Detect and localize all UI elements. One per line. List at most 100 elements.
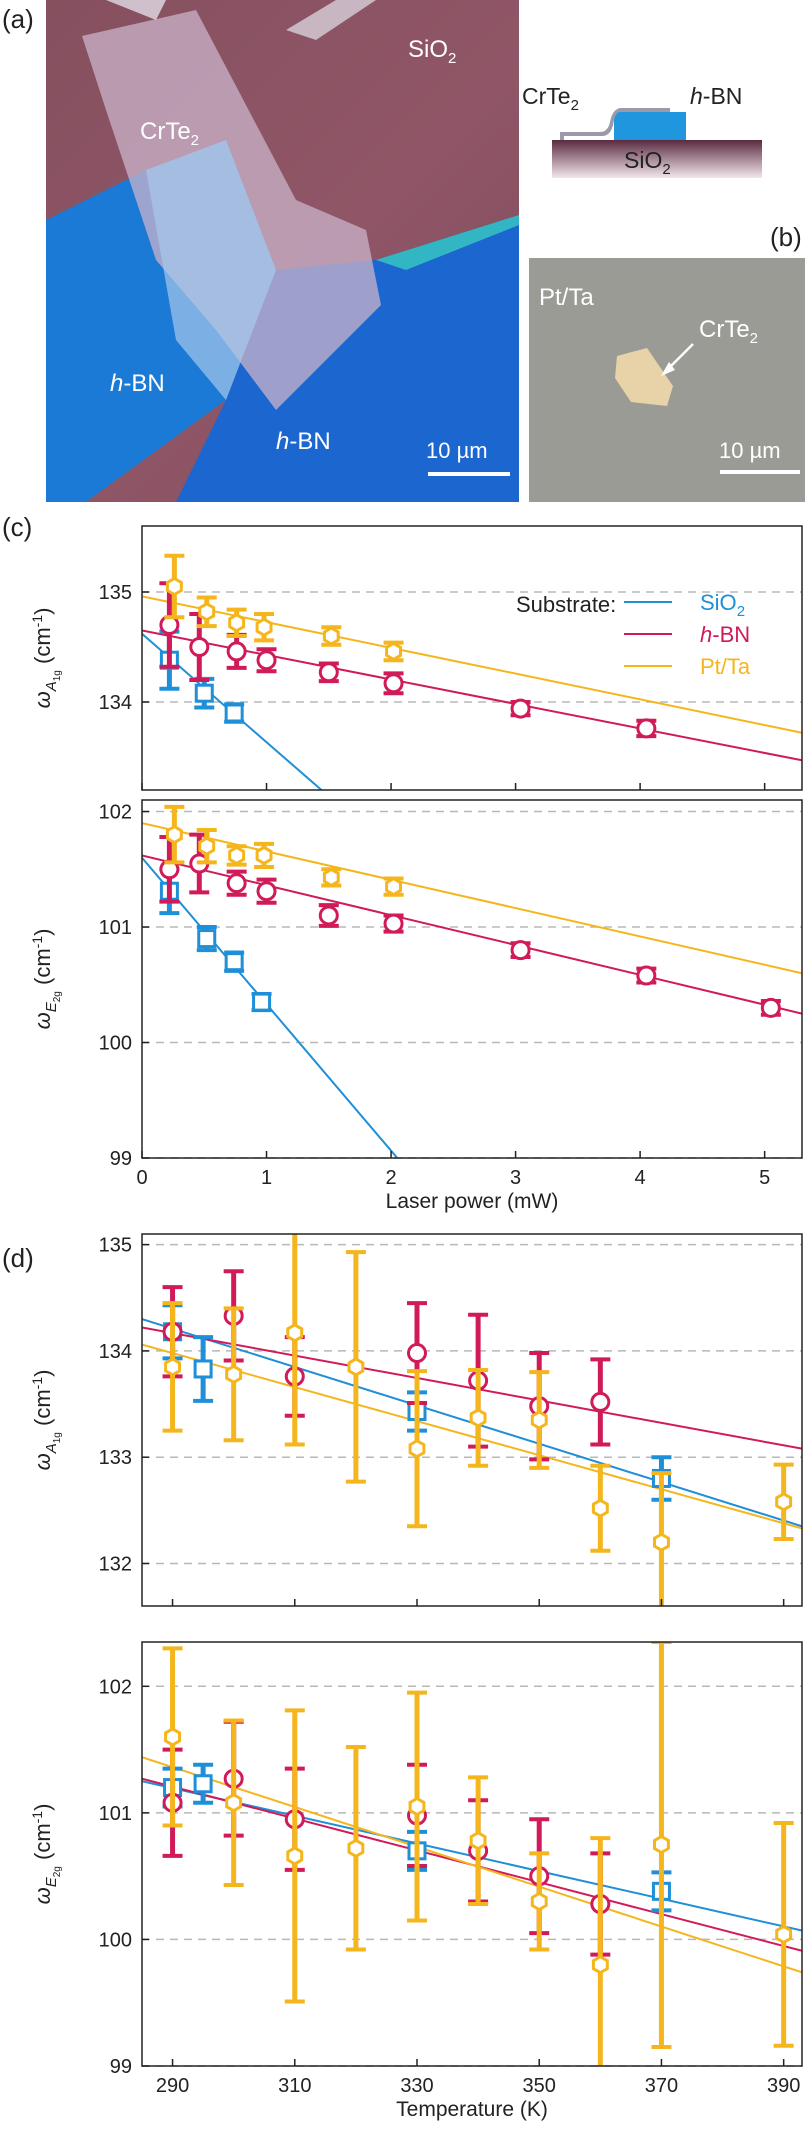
d-bottom-xtick-label-3: 350 — [523, 2075, 556, 2097]
d-bottom-plot-area — [142, 1642, 802, 2066]
d-top-frame — [141, 1233, 803, 1607]
stack-schematic: CrTe2 h-BN SiO2 — [522, 83, 762, 178]
c-top-point-sio2-1 — [194, 683, 214, 703]
c-bottom-xtick-label-0: 0 — [136, 1167, 147, 1189]
scalebar-label-a: 10 µm — [426, 438, 488, 463]
legend-label-0: SiO2 — [700, 590, 745, 620]
d-top-point-ptta-8 — [653, 1532, 670, 1552]
panel-label-d: (d) — [2, 1243, 34, 1273]
c-bottom-point-ptta-3 — [255, 845, 273, 866]
c-top-point-ptta-4 — [322, 626, 340, 646]
label-hbn-a2: h-BN — [276, 428, 331, 455]
d-bottom-point-ptta-0 — [164, 1727, 181, 1747]
chart-d-bottom: 99 100 101 102 290 310 330 350 370 390 Temperature… — [29, 1641, 803, 2121]
c-bottom-xtick-label-1: 1 — [261, 1167, 272, 1189]
d-bottom-point-ptta-4 — [408, 1796, 426, 1817]
c-top-point-h-bn-7 — [636, 718, 657, 739]
flake-image — [46, 0, 519, 502]
legend-title: Substrate: — [516, 592, 616, 617]
c-bottom-fit-h-bn — [142, 854, 802, 1015]
c-top-fit-h-bn — [142, 629, 802, 762]
hbn-layer — [614, 112, 686, 140]
c-bottom-fit-ptta — [142, 822, 802, 975]
c-top-point-h-bn-6 — [510, 698, 531, 719]
d-top-point-ptta-6 — [530, 1410, 548, 1430]
c-top-point-h-bn-5 — [383, 673, 404, 694]
label-crte2-a: CrTe2 — [140, 118, 200, 149]
d-bottom-point-ptta-1 — [225, 1792, 243, 1813]
panel-label-c: (c) — [2, 512, 33, 542]
c-bottom-point-h-bn-5 — [383, 913, 404, 934]
scalebar-label-b: 10 µm — [719, 438, 781, 463]
d-bottom-point-ptta-6 — [530, 1891, 548, 1912]
c-bottom-ytick-label-0: 99 — [110, 1148, 132, 1170]
d-bottom-xtick-label-4: 370 — [645, 2075, 678, 2097]
crte2-layer — [560, 108, 670, 140]
chart-d-top: 132 133 134 135 ωA1g (cm-1) — [29, 1233, 803, 1607]
d-top-point-ptta-4 — [408, 1438, 426, 1459]
c-bottom-point-ptta-0 — [165, 824, 183, 845]
c-bottom-xlabel: Laser power (mW) — [386, 1190, 559, 1213]
c-top-point-h-bn-1 — [189, 637, 210, 657]
c-top-fit-sio2 — [142, 633, 323, 790]
schematic-sio2: SiO2 — [624, 147, 671, 178]
schematic-hbn: h-BN — [690, 83, 742, 109]
d-top-ylabel: ωA1g (cm-1) — [29, 1370, 63, 1471]
c-bottom-point-h-bn-2 — [226, 873, 247, 894]
c-bottom-point-sio2-2 — [224, 952, 244, 972]
d-bottom-xtick-label-5: 390 — [767, 2075, 800, 2097]
label-crte2-b: CrTe2 — [699, 316, 759, 347]
d-bottom-point-ptta-8 — [653, 1834, 670, 1855]
d-bottom-ytick-label-3: 102 — [99, 1676, 132, 1698]
legend-label-2: Pt/Ta — [700, 654, 751, 679]
d-bottom-point-sio2-1 — [193, 1774, 213, 1794]
d-top-plot-area — [142, 1234, 802, 1606]
scalebar-b — [720, 470, 800, 474]
d-top-point-h-bn-6 — [590, 1391, 611, 1412]
d-top-point-ptta-9 — [775, 1492, 793, 1512]
d-bottom-ytick-label-2: 101 — [99, 1803, 132, 1825]
c-top-point-h-bn-3 — [256, 650, 277, 671]
d-bottom-frame — [141, 1641, 803, 2067]
label-ptta-b: Pt/Ta — [539, 284, 594, 311]
c-bottom-point-h-bn-7 — [636, 965, 657, 986]
label-hbn-a1: h-BN — [110, 370, 165, 397]
d-top-point-ptta-1 — [225, 1364, 243, 1385]
c-top-point-h-bn-2 — [226, 641, 247, 662]
c-bottom-point-ptta-2 — [228, 845, 246, 866]
c-bottom-plot-area — [142, 804, 802, 1158]
c-top-point-ptta-0 — [165, 576, 183, 597]
d-bottom-xtick-label-2: 330 — [400, 2075, 433, 2097]
c-bottom-point-ptta-4 — [322, 867, 340, 888]
d-bottom-xlabel: Temperature (K) — [396, 2098, 548, 2121]
c-bottom-point-sio2-3 — [252, 992, 272, 1012]
c-bottom-ytick-label-3: 102 — [99, 802, 132, 824]
d-bottom-point-ptta-7 — [591, 1954, 609, 1975]
d-bottom-point-ptta-2 — [286, 1846, 304, 1866]
d-top-point-ptta-0 — [164, 1357, 181, 1377]
scalebar-a — [428, 472, 510, 476]
microscope-image-b: Pt/Ta CrTe2 10 µm — [529, 258, 805, 502]
d-bottom-xtick-label-1: 310 — [278, 2075, 311, 2097]
d-top-point-ptta-3 — [347, 1357, 365, 1377]
d-bottom-ytick-label-1: 100 — [99, 1929, 132, 1951]
c-bottom-frame — [141, 799, 803, 1159]
c-bottom-ylabel: ωE2g (cm-1) — [29, 929, 63, 1030]
c-bottom-point-ptta-1 — [198, 836, 216, 856]
d-top-point-sio2-1 — [193, 1359, 213, 1379]
d-bottom-fit-ptta — [142, 1756, 802, 1974]
panel-label-a: (a) — [2, 4, 34, 34]
c-bottom-xtick-label-2: 2 — [385, 1167, 396, 1189]
d-top-ytick-label-0: 132 — [99, 1553, 132, 1575]
c-bottom-point-ptta-5 — [385, 876, 402, 897]
c-top-ytick-label-1: 135 — [99, 582, 132, 604]
d-top-point-ptta-2 — [286, 1323, 304, 1343]
c-bottom-xtick-label-4: 4 — [635, 1167, 646, 1189]
d-top-ytick-label-3: 135 — [99, 1235, 132, 1257]
c-bottom-point-h-bn-6 — [510, 940, 531, 961]
d-bottom-ylabel: ωE2g (cm-1) — [29, 1804, 63, 1905]
c-bottom-point-h-bn-8 — [760, 997, 781, 1018]
d-bottom-point-ptta-3 — [347, 1838, 365, 1859]
d-top-point-ptta-7 — [591, 1498, 609, 1518]
